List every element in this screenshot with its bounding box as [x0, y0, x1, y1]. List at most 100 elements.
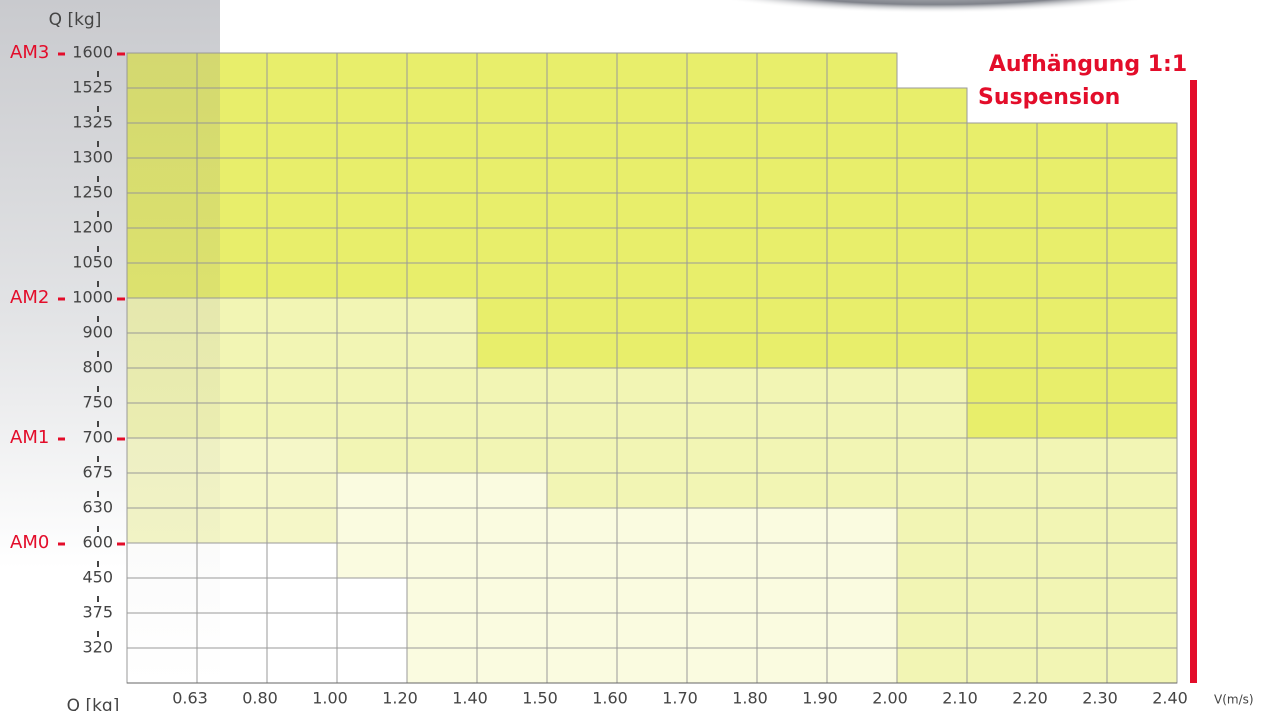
- y-tick-label: 630: [82, 498, 113, 517]
- cell: [687, 228, 757, 263]
- cell: [827, 53, 897, 88]
- cell: [757, 438, 827, 473]
- cell: [547, 543, 617, 578]
- cell: [967, 158, 1037, 193]
- cell: [827, 263, 897, 298]
- cell: [687, 298, 757, 333]
- cell: [757, 158, 827, 193]
- cell: [547, 613, 617, 648]
- cell: [967, 298, 1037, 333]
- cell: [477, 263, 547, 298]
- cell: [897, 613, 967, 648]
- cell: [547, 158, 617, 193]
- cell: [687, 648, 757, 683]
- cell: [407, 123, 477, 158]
- cell: [827, 298, 897, 333]
- cell: [617, 228, 687, 263]
- cell: [407, 438, 477, 473]
- cell: [1037, 298, 1107, 333]
- cell: [687, 263, 757, 298]
- cell: [1037, 613, 1107, 648]
- cell: [337, 438, 407, 473]
- cell: [687, 613, 757, 648]
- cell: [1107, 648, 1177, 683]
- y-tick-label: 1300: [72, 148, 113, 167]
- cell: [827, 438, 897, 473]
- cell: [1037, 648, 1107, 683]
- cell: [967, 613, 1037, 648]
- cell: [687, 368, 757, 403]
- cell: [1037, 578, 1107, 613]
- x-tick-label: 2.10: [942, 689, 978, 708]
- y-tick-label: 675: [82, 463, 113, 482]
- cell: [897, 438, 967, 473]
- cell: [827, 368, 897, 403]
- cell: [1037, 228, 1107, 263]
- cell: [897, 648, 967, 683]
- cell: [687, 578, 757, 613]
- y-tick-label: 1600: [72, 43, 113, 62]
- cell: [1107, 298, 1177, 333]
- cell: [547, 53, 617, 88]
- cell: [757, 543, 827, 578]
- cell: [337, 263, 407, 298]
- cell: [757, 508, 827, 543]
- cell: [687, 438, 757, 473]
- cell: [1037, 473, 1107, 508]
- cell: [967, 648, 1037, 683]
- cell: [1037, 263, 1107, 298]
- cell: [267, 123, 337, 158]
- cell: [267, 648, 337, 683]
- cell: [337, 193, 407, 228]
- cell: [967, 263, 1037, 298]
- cell: [337, 333, 407, 368]
- y-tick-label: 375: [82, 603, 113, 622]
- cell: [267, 193, 337, 228]
- cell: [757, 403, 827, 438]
- cell: [757, 578, 827, 613]
- cell: [827, 88, 897, 123]
- cell: [827, 473, 897, 508]
- cell: [1037, 543, 1107, 578]
- y-tick-label: 900: [82, 323, 113, 342]
- cell: [1107, 613, 1177, 648]
- y-tick-label: 1050: [72, 253, 113, 272]
- cell: [407, 613, 477, 648]
- cell: [477, 648, 547, 683]
- cell: [617, 368, 687, 403]
- y-tick-label: 700: [82, 428, 113, 447]
- y-tick-label: 600: [82, 533, 113, 552]
- class-label: AM3: [10, 42, 49, 63]
- cell: [407, 263, 477, 298]
- cell: [897, 403, 967, 438]
- y-tick-label: 1000: [72, 288, 113, 307]
- cell: [757, 193, 827, 228]
- x-tick-label: 0.80: [242, 689, 278, 708]
- cell: [477, 228, 547, 263]
- cell: [547, 123, 617, 158]
- x-axis-title: Q [kg]: [67, 696, 120, 711]
- cell: [687, 543, 757, 578]
- cell: [757, 333, 827, 368]
- cell: [407, 158, 477, 193]
- cell: [1107, 543, 1177, 578]
- cell: [1107, 403, 1177, 438]
- cell: [1107, 158, 1177, 193]
- cell: [757, 88, 827, 123]
- cell: [337, 613, 407, 648]
- y-tick-label: 320: [82, 638, 113, 657]
- x-tick-label: 2.20: [1012, 689, 1048, 708]
- cell: [897, 123, 967, 158]
- cell: [757, 263, 827, 298]
- cell: [757, 473, 827, 508]
- y-tick-label: 1325: [72, 113, 113, 132]
- cell: [477, 613, 547, 648]
- cell: [547, 438, 617, 473]
- cell: [407, 473, 477, 508]
- cell: [547, 403, 617, 438]
- cell: [337, 368, 407, 403]
- x-tick-label: 2.30: [1082, 689, 1118, 708]
- class-label: AM2: [10, 287, 49, 308]
- cell: [617, 438, 687, 473]
- cell: [407, 508, 477, 543]
